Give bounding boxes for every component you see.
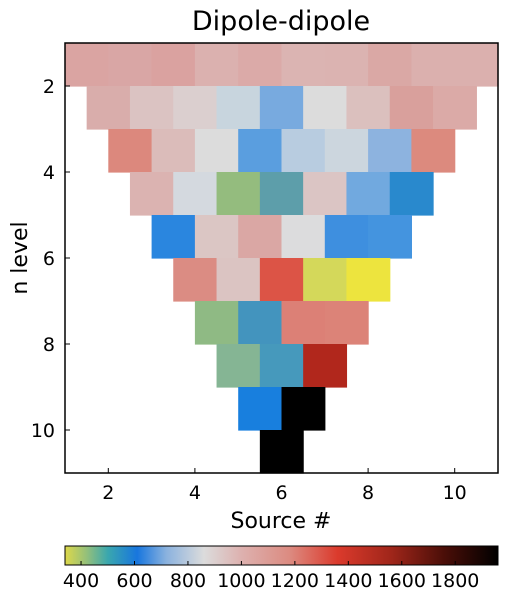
heatmap-cell <box>281 43 326 87</box>
heatmap-cell <box>259 430 304 474</box>
heatmap-cell <box>173 86 218 130</box>
heatmap-cell <box>129 172 174 216</box>
heatmap-cell <box>151 43 196 87</box>
x-tick-label: 8 <box>362 482 374 504</box>
heatmap-cell <box>151 129 196 173</box>
heatmap-cell <box>281 301 326 345</box>
heatmap-cell <box>194 43 239 87</box>
colorbar-ticks: 400 600 800 1000 1200 1400 1600 1800 <box>63 561 479 592</box>
heatmap-cell <box>238 43 283 87</box>
y-tick-label: 4 <box>43 162 55 184</box>
heatmap-cell <box>303 344 348 388</box>
heatmap-cell <box>324 301 369 345</box>
heatmap-cell <box>324 129 369 173</box>
heatmap-cell <box>368 129 412 173</box>
heatmap-cell <box>238 215 283 259</box>
heatmap-cell <box>86 86 131 130</box>
colorbar-tick-label: 600 <box>116 570 152 592</box>
heatmap-cell <box>238 301 283 345</box>
colorbar-tick-label: 1400 <box>324 570 372 592</box>
heatmap-cell <box>259 344 304 388</box>
heatmap-cell <box>411 43 456 87</box>
x-tick-label: 4 <box>189 482 201 504</box>
x-tick-label: 6 <box>275 482 287 504</box>
y-tick-label: 10 <box>31 420 55 442</box>
colorbar-gradient <box>64 545 499 566</box>
heatmap-cell <box>216 86 261 130</box>
heatmap-cell <box>346 172 391 216</box>
colorbar-tick-label: 1000 <box>217 570 265 592</box>
heatmap-cell <box>324 43 369 87</box>
y-tick-label: 6 <box>43 248 55 270</box>
heatmap-cell <box>389 86 434 130</box>
heatmap-cell <box>368 43 412 87</box>
heatmap-cell <box>108 129 153 173</box>
heatmap-cell <box>194 129 239 173</box>
heatmap-cell <box>346 258 391 302</box>
colorbar-tick-label: 1800 <box>431 570 479 592</box>
heatmap-cell <box>346 86 391 130</box>
heatmap-cell <box>281 387 326 431</box>
heatmap-cell <box>303 258 348 302</box>
heatmap-cell <box>454 43 499 87</box>
y-axis-ticks: 2 4 6 8 10 <box>31 76 70 442</box>
heatmap-cell <box>259 172 304 216</box>
colorbar: 400 600 800 1000 1200 1400 1600 1800 <box>63 545 499 592</box>
x-tick-label: 10 <box>443 482 467 504</box>
heatmap-cell <box>303 86 348 130</box>
heatmap-cell <box>368 215 412 259</box>
heatmap-cell <box>238 387 283 431</box>
heatmap-cell <box>259 86 304 130</box>
heatmap-cell <box>238 129 283 173</box>
heatmap-cell <box>65 43 109 87</box>
heatmap-cell <box>108 43 153 87</box>
heatmap-cell <box>216 258 261 302</box>
colorbar-tick-label: 1600 <box>378 570 426 592</box>
heatmap-cell <box>389 172 434 216</box>
heatmap-cell <box>259 258 304 302</box>
x-axis-ticks: 2 4 6 8 10 <box>102 468 467 504</box>
y-tick-label: 8 <box>43 334 55 356</box>
heatmap-cell <box>129 86 174 130</box>
colorbar-tick-label: 400 <box>63 570 99 592</box>
heatmap-cell <box>281 129 326 173</box>
heatmap-cell <box>194 301 239 345</box>
y-axis-label: n level <box>8 221 33 294</box>
heatmap-cell <box>173 258 218 302</box>
colorbar-tick-label: 1200 <box>271 570 319 592</box>
x-axis-label: Source # <box>231 509 332 534</box>
heatmap-cell <box>324 215 369 259</box>
colorbar-tick-label: 800 <box>170 570 206 592</box>
heatmap-cell <box>151 215 196 259</box>
heatmap-cell <box>216 344 261 388</box>
heatmap-cell <box>173 172 218 216</box>
y-tick-label: 2 <box>43 76 55 98</box>
heatmap-cell <box>411 129 456 173</box>
heatmap-cell <box>303 172 348 216</box>
heatmap-cell <box>216 172 261 216</box>
heatmap-cell <box>194 215 239 259</box>
heatmap-cell <box>281 215 326 259</box>
x-tick-label: 2 <box>102 482 114 504</box>
heatmap-cells <box>65 43 499 474</box>
heatmap-cell <box>433 86 477 130</box>
chart-title: Dipole-dipole <box>192 6 370 37</box>
